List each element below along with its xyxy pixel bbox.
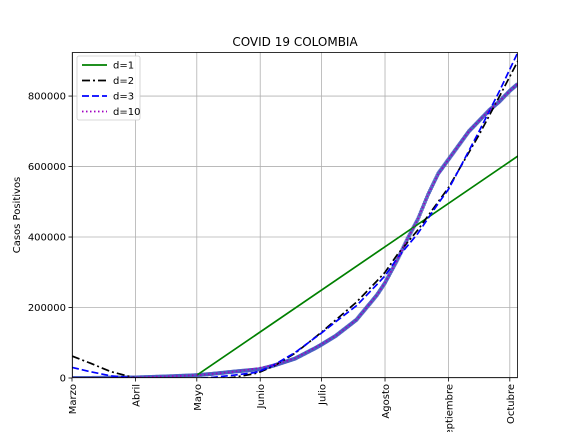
series-line-d-10 — [72, 83, 518, 378]
x-tick-label: Abril — [131, 384, 142, 407]
x-tick-label: Julio — [318, 384, 329, 406]
legend-label: d=3 — [113, 92, 134, 103]
y-tick-label: 400000 — [28, 233, 66, 244]
chart-title: COVID 19 COLOMBIA — [232, 35, 358, 49]
legend-label: d=1 — [113, 61, 134, 72]
y-tick-label: 600000 — [28, 162, 66, 173]
y-tick-label: 0 — [60, 374, 66, 385]
x-tick-label: Junio — [256, 384, 267, 410]
legend-label: d=2 — [113, 76, 134, 87]
legend-label: d=10 — [113, 107, 140, 118]
axis-ticks: Marzo Abril Mayo Junio Julio Agosto Septiembre… — [28, 92, 517, 432]
x-tick-label: Agosto — [381, 384, 392, 419]
observed-points — [72, 82, 518, 378]
axes-frame — [72, 52, 518, 378]
y-axis-label: Casos Positivos — [12, 177, 23, 254]
x-tick-label: Septiembre — [444, 384, 455, 432]
x-tick-label: Mayo — [193, 384, 204, 411]
series-line-d-1 — [196, 155, 518, 376]
x-tick-label: Marzo — [68, 384, 79, 414]
legend-box — [76, 55, 141, 121]
series-line-d-3 — [72, 52, 518, 378]
legend: d=1 d=2 d=3 d=10 — [76, 55, 141, 121]
y-tick-label: 200000 — [28, 303, 66, 314]
plot-area — [72, 52, 518, 378]
x-tick-label: Octubre — [506, 384, 517, 424]
y-tick-label: 800000 — [28, 92, 66, 103]
